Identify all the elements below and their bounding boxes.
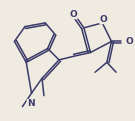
Text: O: O: [125, 37, 133, 46]
Text: O: O: [70, 10, 77, 19]
Text: N: N: [27, 99, 35, 108]
Text: O: O: [100, 15, 107, 24]
